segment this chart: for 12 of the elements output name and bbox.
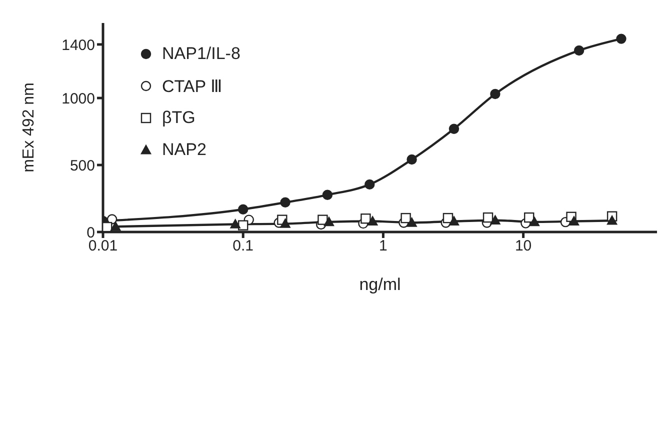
legend-label: CTAP Ⅲ (162, 76, 222, 96)
x-axis-title: ng/ml (359, 275, 401, 294)
y-tick-label: 1000 (62, 90, 95, 108)
legend-label: βTG (162, 108, 196, 128)
x-tick-label: 10 (514, 238, 532, 255)
x-tick-label: 0.1 (232, 238, 254, 255)
y-tick-label: 500 (70, 157, 95, 174)
y-tick-label: 1400 (62, 36, 95, 54)
legend-label: NAP2 (162, 140, 206, 160)
y-axis-title: mEx 492 nm (20, 82, 38, 172)
legend-label: NAP1/IL-8 (162, 44, 240, 64)
x-tick-label: 1 (379, 238, 388, 255)
